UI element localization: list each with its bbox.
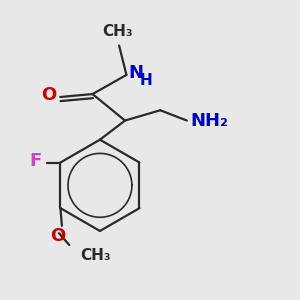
Text: O: O (41, 86, 57, 104)
Text: N: N (129, 64, 144, 82)
Text: F: F (29, 152, 41, 170)
Text: CH₃: CH₃ (102, 24, 133, 39)
Text: H: H (140, 73, 152, 88)
Text: NH₂: NH₂ (190, 112, 228, 130)
Text: CH₃: CH₃ (80, 248, 111, 263)
Text: O: O (50, 226, 65, 244)
